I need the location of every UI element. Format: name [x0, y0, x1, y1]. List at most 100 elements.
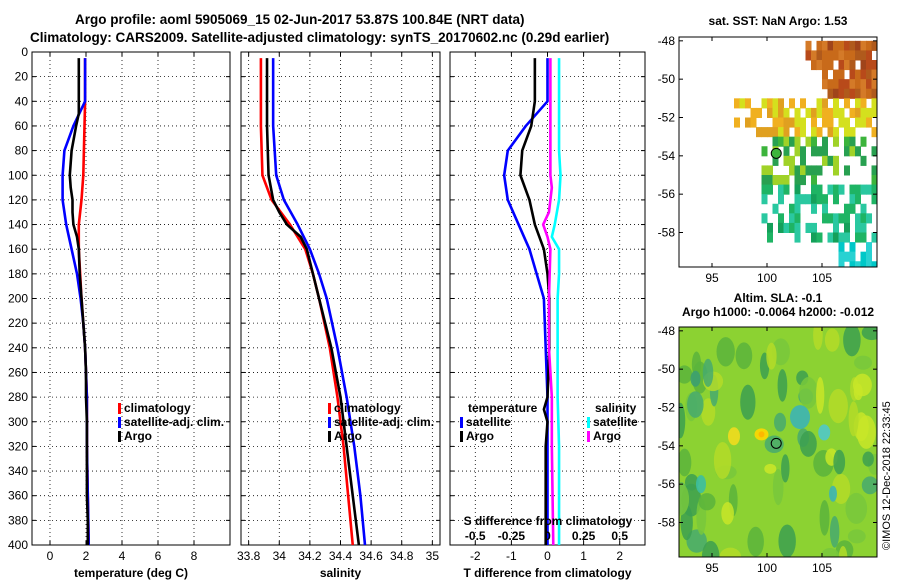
- temperature-xlabel: temperature (deg C): [74, 566, 188, 580]
- sst-cell: [844, 136, 850, 147]
- depth-tick-label: 340: [8, 464, 28, 478]
- sst-cell: [811, 127, 817, 138]
- sst-cell: [767, 222, 773, 233]
- sla-blob: [766, 342, 777, 370]
- sst-cell: [849, 242, 856, 253]
- sst-cell: [860, 155, 867, 166]
- sst-cell: [778, 127, 784, 138]
- sla_map-frame: [678, 326, 878, 558]
- sst-cell: [866, 60, 872, 71]
- sst-cell: [838, 117, 845, 128]
- sst-cell: [761, 146, 768, 157]
- sst-cell: [772, 117, 779, 128]
- salinity-legend-argo-swatch: [328, 431, 331, 442]
- sst-cell: [871, 146, 877, 157]
- sst-cell: [761, 165, 768, 176]
- sla_map-argo-marker: [770, 437, 782, 449]
- sst-cell: [833, 79, 839, 90]
- sst-cell: [794, 184, 801, 195]
- sst-cell: [849, 146, 856, 157]
- sst-cell: [838, 242, 845, 253]
- sst-cell: [811, 136, 817, 147]
- depth-tick-label: 320: [8, 439, 28, 453]
- sdiff-tick-label: -0.25: [498, 529, 526, 543]
- sst-cell: [838, 251, 845, 262]
- sst-cell: [844, 203, 850, 214]
- difference-legend-t-satellite-label: satellite: [466, 415, 511, 429]
- sst-cell: [827, 107, 834, 118]
- sst-cell: [761, 213, 768, 224]
- difference-tick-label-x: -1: [506, 549, 517, 563]
- sla-blob: [774, 412, 787, 432]
- sla-map-subtitle: Argo h1000: -0.0064 h2000: -0.012: [682, 305, 874, 319]
- sst-cell: [745, 117, 751, 128]
- sst-cell: [833, 40, 839, 51]
- sla-blob: [799, 376, 818, 409]
- sla-feature: [818, 424, 831, 441]
- temperature-legend-climatology-label: climatology: [124, 401, 191, 415]
- sst-cell: [767, 127, 773, 138]
- sst-cell: [783, 184, 790, 195]
- sst-cell: [750, 107, 757, 118]
- sst-cell: [833, 107, 839, 118]
- difference-legend-temperature-title: temperature: [468, 401, 538, 415]
- difference-xlabel-top: S difference from climatology: [464, 514, 633, 528]
- sst-cell: [860, 98, 867, 109]
- salinity-panel: 33.8 34 34.2 34.4 34.6 34.8 35 salinity climatol…: [237, 51, 441, 580]
- sst-cell: [866, 50, 872, 61]
- sst-cell: [849, 79, 856, 90]
- sst-cell: [855, 222, 861, 233]
- sst-cell: [844, 127, 850, 138]
- sst-cell: [860, 107, 867, 118]
- temperature-legend-argo-label: Argo: [124, 429, 152, 443]
- sst_map-tick-label-y: -58: [658, 226, 676, 240]
- sst-cell: [783, 107, 790, 118]
- sst_map-tick-label-y: -56: [658, 187, 676, 201]
- sst-cell: [761, 175, 768, 186]
- sst-cell: [871, 232, 877, 243]
- sst-cell: [866, 69, 872, 80]
- sla-blob: [843, 327, 861, 357]
- sst-cell: [816, 127, 823, 138]
- sst-cell: [855, 69, 861, 80]
- difference-tick-label-x: 2: [616, 549, 623, 563]
- sst-cell: [833, 213, 839, 224]
- sla_map-tick-label-y: -54: [658, 439, 676, 453]
- sst-cell: [783, 155, 790, 166]
- sst-cell: [827, 213, 834, 224]
- sst-cell: [849, 261, 856, 267]
- sst-cell: [816, 232, 823, 243]
- sla-feature: [790, 405, 810, 430]
- sst-cell: [767, 165, 773, 176]
- sla_map-tick-label-x: 100: [757, 561, 777, 575]
- sst-cell: [805, 165, 812, 176]
- sst-cell: [822, 194, 828, 205]
- sla_map-tick-label-y: -48: [658, 324, 676, 338]
- sst-cell: [844, 213, 850, 224]
- temperature-tick-label-x: 8: [191, 549, 198, 563]
- sst-cell: [734, 98, 740, 109]
- sst-cell: [871, 60, 877, 71]
- sst-cell: [838, 232, 845, 243]
- depth-tick-label: 40: [15, 94, 29, 108]
- sst-cell: [789, 203, 795, 214]
- sst-cell: [745, 98, 751, 109]
- figure-title-line1: Argo profile: aoml 5905069_15 02-Jun-201…: [75, 12, 524, 27]
- sst-cell: [816, 60, 823, 71]
- temperature-tick-label-x: 2: [83, 549, 90, 563]
- sst-cell: [855, 232, 861, 243]
- temperature-frame: [31, 51, 231, 546]
- depth-tick-label: 360: [8, 489, 28, 503]
- sst-cell: [855, 40, 861, 51]
- sst-cell: [800, 127, 806, 138]
- sst-cell: [778, 222, 784, 233]
- difference-tick-label-x: 1: [580, 549, 587, 563]
- depth-tick-label: 100: [8, 168, 28, 182]
- sst-cell: [866, 184, 872, 195]
- salinity-tick-label-x: 35: [426, 549, 440, 563]
- salinity-legend-climatology-swatch: [328, 403, 331, 414]
- sst-cell: [844, 251, 850, 262]
- sst-cell: [761, 184, 768, 195]
- sst-cell: [783, 146, 790, 157]
- sla-blob: [820, 548, 840, 557]
